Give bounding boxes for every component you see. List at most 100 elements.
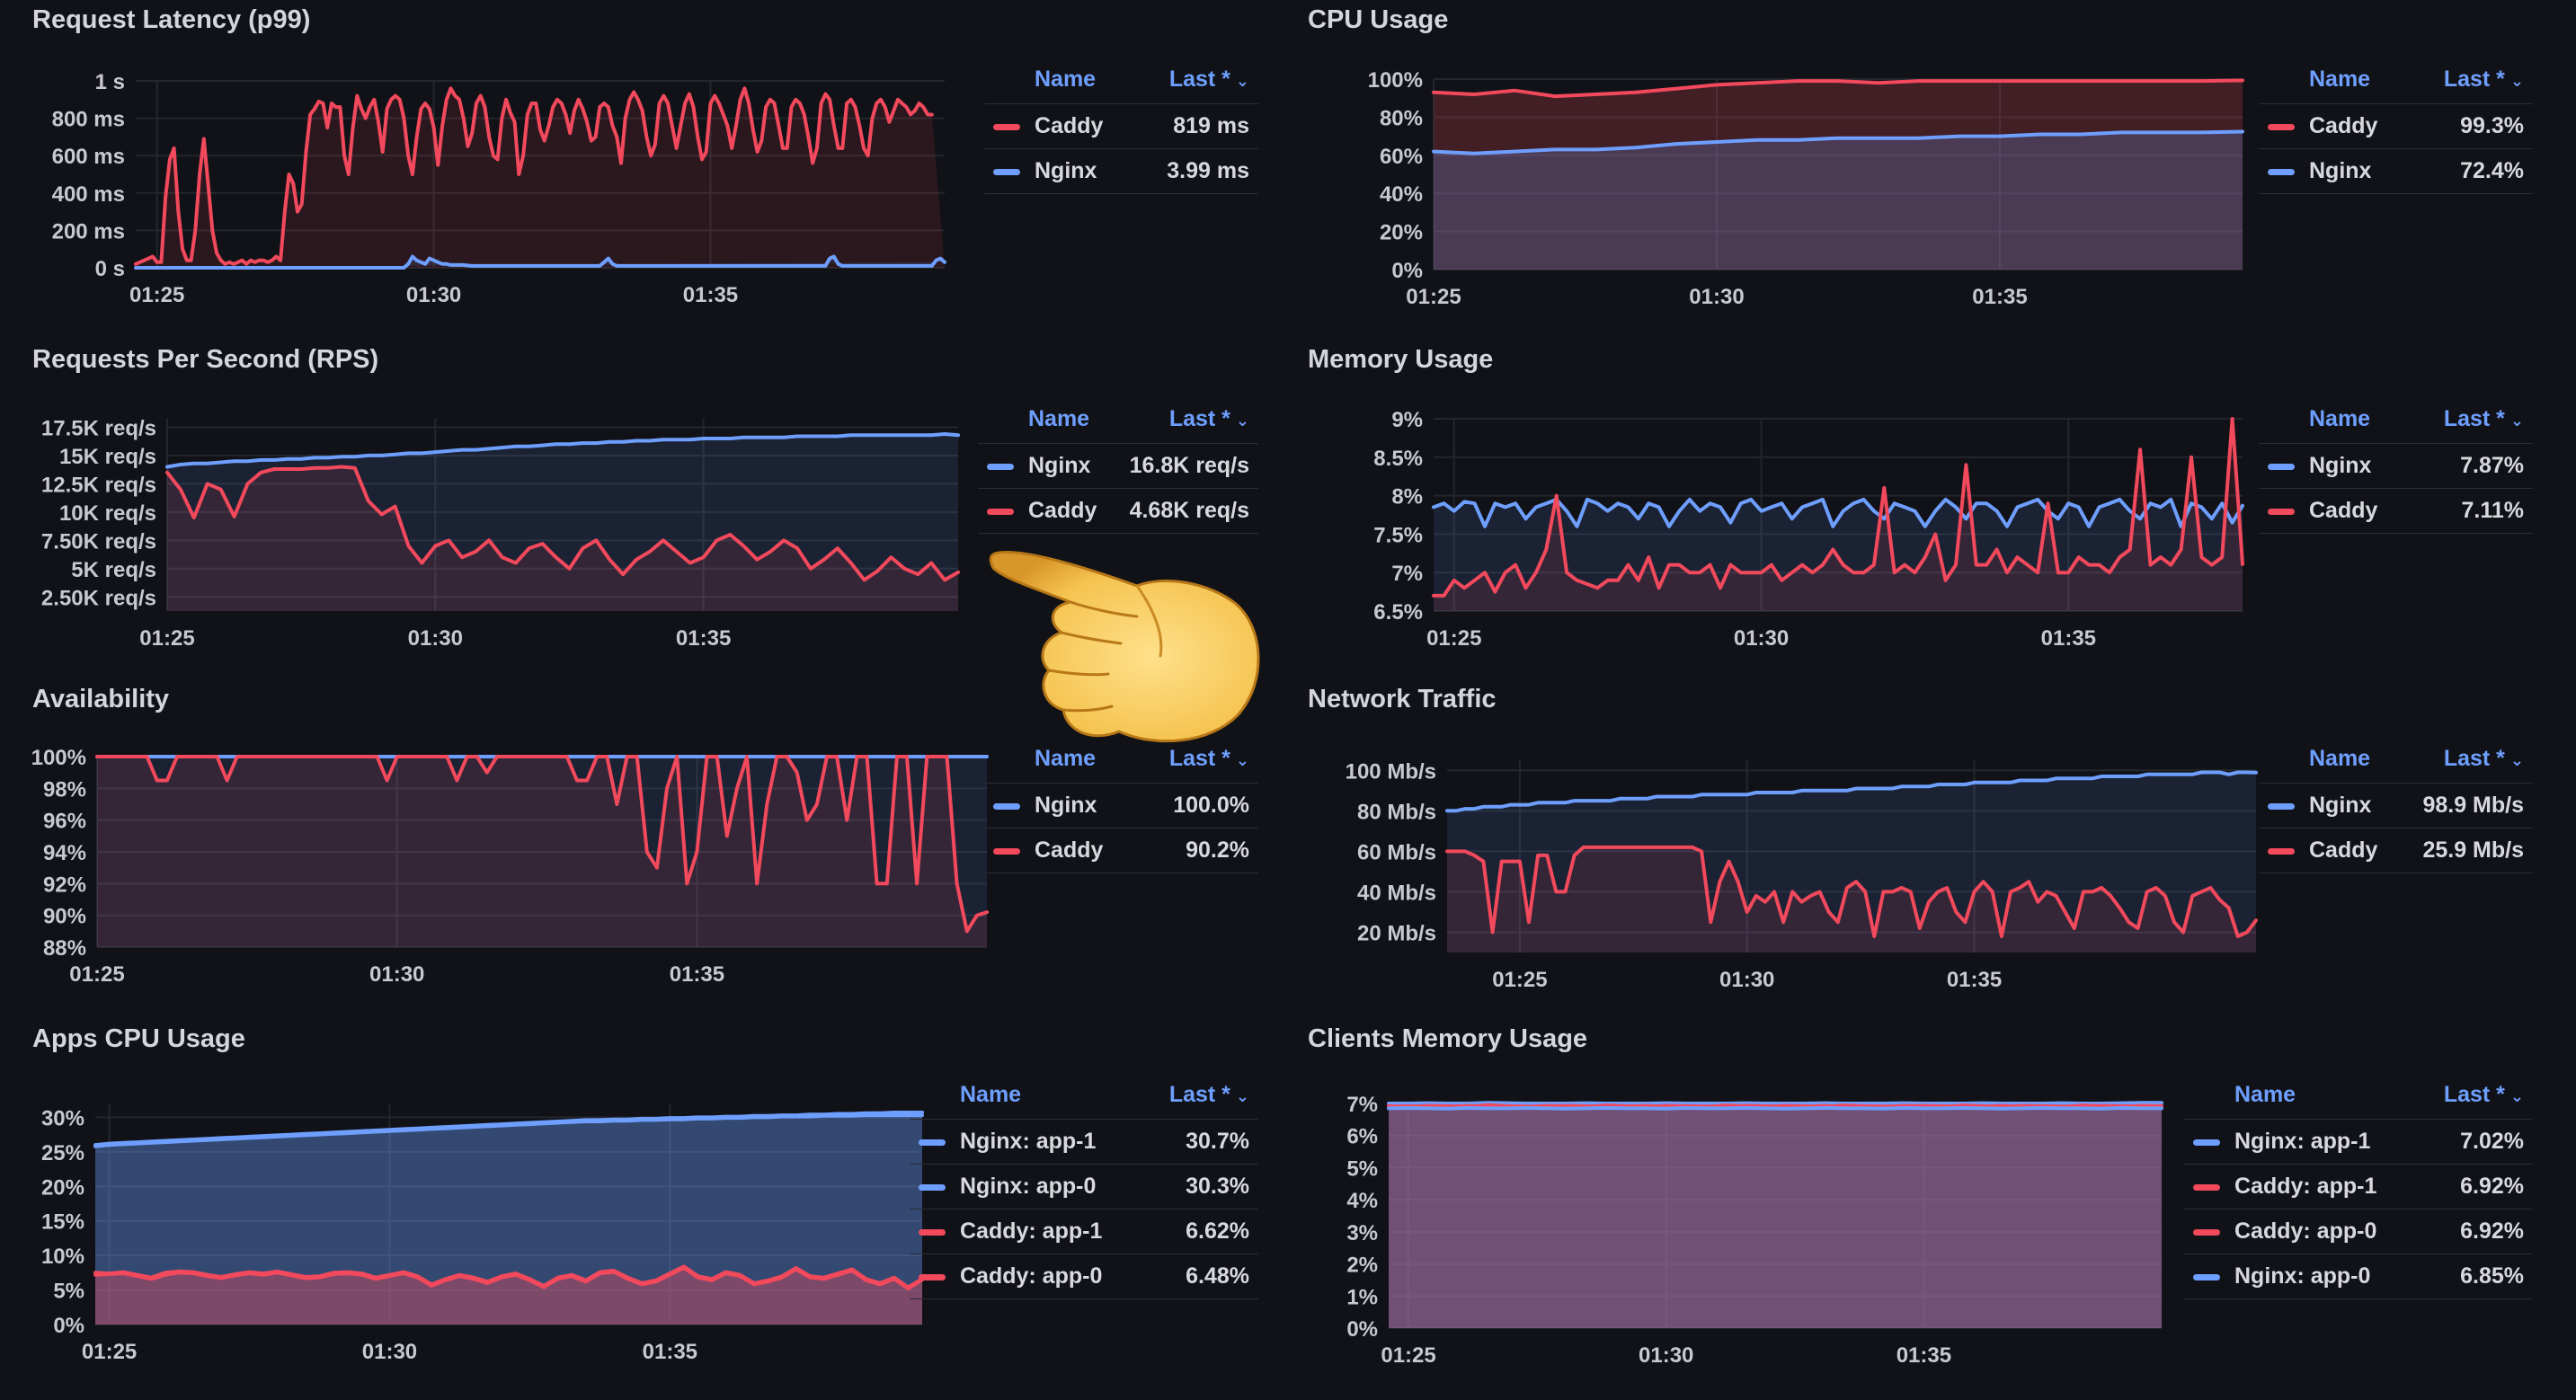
panel-title[interactable]: Apps CPU Usage	[32, 1024, 245, 1053]
series-line-nginx-app-0[interactable]	[1387, 1106, 2163, 1111]
chevron-down-icon[interactable]: ⌄	[1235, 1087, 1249, 1105]
chevron-down-icon[interactable]: ⌄	[2509, 412, 2524, 430]
legend-last-header[interactable]: Last * ⌄	[1140, 746, 1258, 784]
legend-name-header[interactable]: Name	[1035, 66, 1097, 92]
legend-row[interactable]: Caddy 90.2%	[984, 828, 1258, 873]
chevron-down-icon[interactable]: ⌄	[1235, 751, 1249, 769]
legend-series-name[interactable]: Nginx	[984, 148, 1138, 194]
series-line-caddy[interactable]	[134, 86, 934, 266]
legend-series-name[interactable]: Caddy: app-1	[2184, 1164, 2419, 1209]
legend-name-header[interactable]: Name	[2234, 1082, 2296, 1107]
panel-title[interactable]: Requests Per Second (RPS)	[32, 345, 379, 374]
legend-last-header[interactable]: Last * ⌄	[2414, 406, 2533, 444]
legend-row[interactable]: Nginx 100.0%	[984, 783, 1258, 828]
legend-last-header[interactable]: Last * ⌄	[1138, 66, 1258, 104]
legend-row[interactable]: Nginx: app-1 7.02%	[2184, 1119, 2533, 1165]
legend-series-name[interactable]: Nginx	[978, 443, 1114, 489]
series-line-nginx-app-0[interactable]	[93, 1113, 924, 1148]
panel-title[interactable]: Memory Usage	[1308, 345, 1494, 374]
x-tick-label: 01:35	[683, 283, 738, 307]
legend-name-header[interactable]: Name	[2309, 66, 2371, 92]
series-line-nginx[interactable]	[134, 254, 946, 270]
legend-last-header[interactable]: Last * ⌄	[2401, 746, 2533, 784]
legend-apps-cpu-usage: Name Last * ⌄ Nginx: app-1 30.7% Nginx: app-0…	[910, 1082, 1258, 1299]
chevron-down-icon[interactable]: ⌄	[2509, 751, 2524, 769]
legend-row[interactable]: Caddy 819 ms	[984, 103, 1258, 149]
legend-series-name[interactable]: Caddy	[978, 488, 1114, 534]
legend-series-name[interactable]: Nginx: app-0	[910, 1164, 1144, 1209]
legend-row[interactable]: Nginx: app-0 6.85%	[2184, 1254, 2533, 1299]
chevron-down-icon[interactable]: ⌄	[1235, 412, 1249, 430]
panel-title[interactable]: Availability	[32, 685, 170, 713]
series-line-caddy[interactable]	[165, 465, 960, 582]
legend-last-header[interactable]: Last * ⌄	[1113, 406, 1258, 444]
legend-series-name[interactable]: Nginx: app-1	[910, 1119, 1144, 1165]
legend-series-name[interactable]: Caddy	[2259, 828, 2401, 873]
chevron-down-icon[interactable]: ⌄	[1235, 72, 1249, 90]
panel-title[interactable]: Request Latency (p99)	[32, 5, 311, 34]
legend-row[interactable]: Caddy: app-0 6.92%	[2184, 1209, 2533, 1254]
chart-cpu-usage[interactable]: 01:25 01:30 01:35 0% 20% 40% 60% 80% 100%	[1308, 54, 2261, 315]
legend-row[interactable]: Caddy: app-0 6.48%	[910, 1254, 1258, 1299]
panel-title[interactable]: Network Traffic	[1308, 685, 1497, 713]
chart-rps[interactable]: 01:25 01:30 01:35 2.50K req/s 5K req/s 7.50K …	[32, 394, 985, 654]
legend-series-name[interactable]: Nginx	[2259, 443, 2414, 489]
series-line-caddy[interactable]	[95, 755, 989, 934]
chevron-down-icon[interactable]: ⌄	[2509, 1087, 2524, 1105]
y-tick-label: 40 Mb/s	[1357, 881, 1436, 905]
legend-row[interactable]: Nginx 16.8K req/s	[978, 443, 1258, 489]
legend-series-name[interactable]: Caddy: app-0	[910, 1254, 1144, 1299]
legend-row[interactable]: Caddy: app-1 6.62%	[910, 1209, 1258, 1254]
series-line-caddy-app-0[interactable]	[93, 1266, 924, 1290]
legend-name-header[interactable]: Name	[2309, 406, 2371, 431]
chart-network-traffic[interactable]: 01:25 01:30 01:35 20 Mb/s 40 Mb/s 60 Mb/s 80 M…	[1308, 733, 2261, 994]
series-line-nginx[interactable]	[1432, 129, 2244, 155]
chart-apps-cpu-usage[interactable]: 01:25 01:30 01:35 0% 5% 10% 15% 20% 25% 30%	[32, 1073, 924, 1387]
legend-row[interactable]: Caddy 25.9 Mb/s	[2259, 828, 2533, 873]
legend-row[interactable]: Caddy 4.68K req/s	[978, 488, 1258, 534]
legend-series-name[interactable]: Nginx: app-1	[2184, 1119, 2419, 1165]
chart-request-latency[interactable]: 01:25 01:30 01:35 0 s 200 ms 400 ms 600 ms 800 …	[32, 54, 985, 315]
legend-row[interactable]: Nginx 98.9 Mb/s	[2259, 783, 2533, 828]
legend-row[interactable]: Nginx 72.4%	[2259, 148, 2533, 194]
series-line-nginx[interactable]	[1445, 770, 2258, 813]
legend-series-name[interactable]: Caddy: app-0	[2184, 1209, 2419, 1254]
legend-row[interactable]: Nginx: app-0 30.3%	[910, 1164, 1258, 1209]
legend-series-name[interactable]: Caddy	[2259, 103, 2414, 149]
chart-clients-memory-usage[interactable]: 01:25 01:30 01:35 0% 1% 2% 3% 4% 5% 6% 7%	[1308, 1073, 2171, 1387]
chevron-down-icon[interactable]: ⌄	[2509, 72, 2524, 90]
legend-last-header[interactable]: Last * ⌄	[2419, 1082, 2533, 1120]
legend-series-name[interactable]: Nginx	[984, 783, 1140, 828]
panel-title[interactable]: Clients Memory Usage	[1308, 1024, 1588, 1053]
chart-availability[interactable]: 01:25 01:30 01:35 88% 90% 92% 94% 96% 98% 100%	[31, 733, 989, 994]
series-line-nginx[interactable]	[165, 432, 960, 469]
legend-name-header[interactable]: Name	[1028, 406, 1090, 431]
legend-series-name[interactable]: Caddy	[2259, 488, 2414, 534]
legend-row[interactable]: Nginx 3.99 ms	[984, 148, 1258, 194]
series-line-caddy[interactable]	[1432, 417, 2244, 598]
legend-series-name[interactable]: Caddy	[984, 828, 1140, 873]
legend-series-name[interactable]: Caddy: app-1	[910, 1209, 1144, 1254]
y-tick-label: 1 s	[95, 70, 125, 94]
legend-name-header[interactable]: Name	[960, 1082, 1022, 1107]
legend-last-header[interactable]: Last * ⌄	[1144, 1082, 1258, 1120]
legend-row[interactable]: Caddy: app-1 6.92%	[2184, 1164, 2533, 1209]
series-line-nginx[interactable]	[1432, 497, 2244, 528]
y-tick-label: 0%	[53, 1314, 84, 1338]
series-line-caddy[interactable]	[1445, 845, 2258, 938]
series-line-caddy[interactable]	[1432, 78, 2244, 99]
legend-row[interactable]: Caddy 99.3%	[2259, 103, 2533, 149]
legend-series-name[interactable]: Nginx: app-0	[2184, 1254, 2419, 1299]
y-tick-label: 0 s	[95, 257, 125, 281]
legend-series-name[interactable]: Nginx	[2259, 783, 2401, 828]
legend-name-header[interactable]: Name	[1035, 746, 1097, 771]
legend-series-name[interactable]: Nginx	[2259, 148, 2414, 194]
legend-series-name[interactable]: Caddy	[984, 103, 1138, 149]
legend-row[interactable]: Nginx: app-1 30.7%	[910, 1119, 1258, 1165]
chart-memory-usage[interactable]: 01:25 01:30 01:35 6.5% 7% 7.5% 8% 8.5% 9%	[1308, 394, 2261, 654]
legend-name-header[interactable]: Name	[2309, 746, 2371, 771]
legend-last-header[interactable]: Last * ⌄	[2414, 66, 2533, 104]
legend-row[interactable]: Caddy 7.11%	[2259, 488, 2533, 534]
panel-title[interactable]: CPU Usage	[1308, 5, 1449, 34]
legend-row[interactable]: Nginx 7.87%	[2259, 443, 2533, 489]
